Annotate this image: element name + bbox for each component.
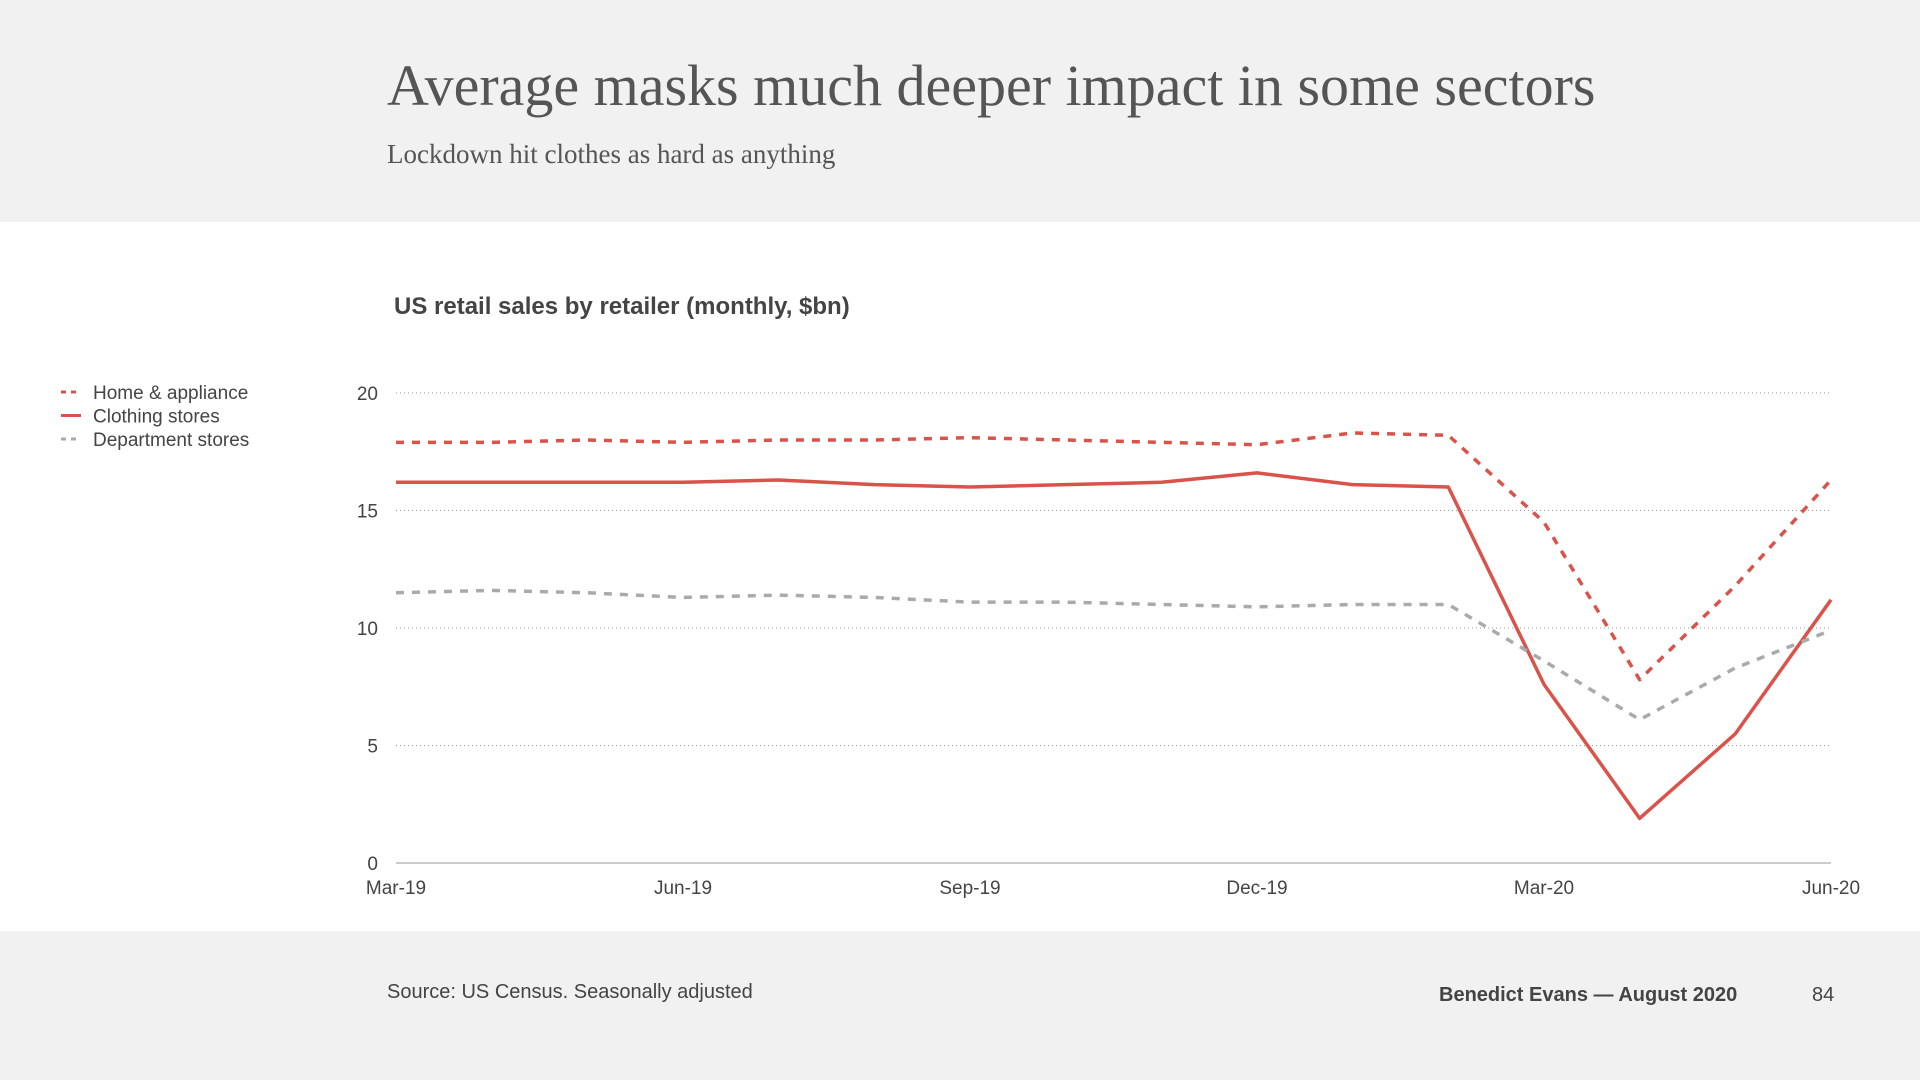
source: Source: US Census. Seasonally adjusted xyxy=(387,981,753,1003)
x-tick-label: Jun-19 xyxy=(654,878,712,899)
x-tick-label: Jun-20 xyxy=(1802,878,1860,899)
footer-band xyxy=(0,931,1920,1080)
footer-author: Benedict Evans — August 2020 xyxy=(1439,984,1737,1006)
legend-label: Department stores xyxy=(93,430,249,451)
y-tick-label: 15 xyxy=(357,502,378,523)
slide-title: Average masks much deeper impact in some… xyxy=(387,53,1595,118)
y-tick-label: 5 xyxy=(367,737,378,758)
y-tick-label: 0 xyxy=(367,854,378,875)
x-tick-label: Mar-19 xyxy=(366,878,426,899)
y-tick-label: 20 xyxy=(357,384,378,405)
x-tick-label: Mar-20 xyxy=(1514,878,1574,899)
series-line xyxy=(396,431,1833,682)
legend-label: Home & appliance xyxy=(93,383,248,404)
series-line xyxy=(396,471,1833,821)
y-tick-label: 10 xyxy=(357,619,378,640)
header-band xyxy=(0,0,1920,222)
x-tick-label: Dec-19 xyxy=(1226,878,1287,899)
series-line xyxy=(395,588,1832,722)
slide-subtitle: Lockdown hit clothes as hard as anything xyxy=(387,139,835,169)
x-tick-label: Sep-19 xyxy=(939,878,1000,899)
page-number: 84 xyxy=(1812,984,1834,1006)
chart-title: US retail sales by retailer (monthly, $b… xyxy=(394,293,850,320)
legend-label: Clothing stores xyxy=(93,407,220,428)
